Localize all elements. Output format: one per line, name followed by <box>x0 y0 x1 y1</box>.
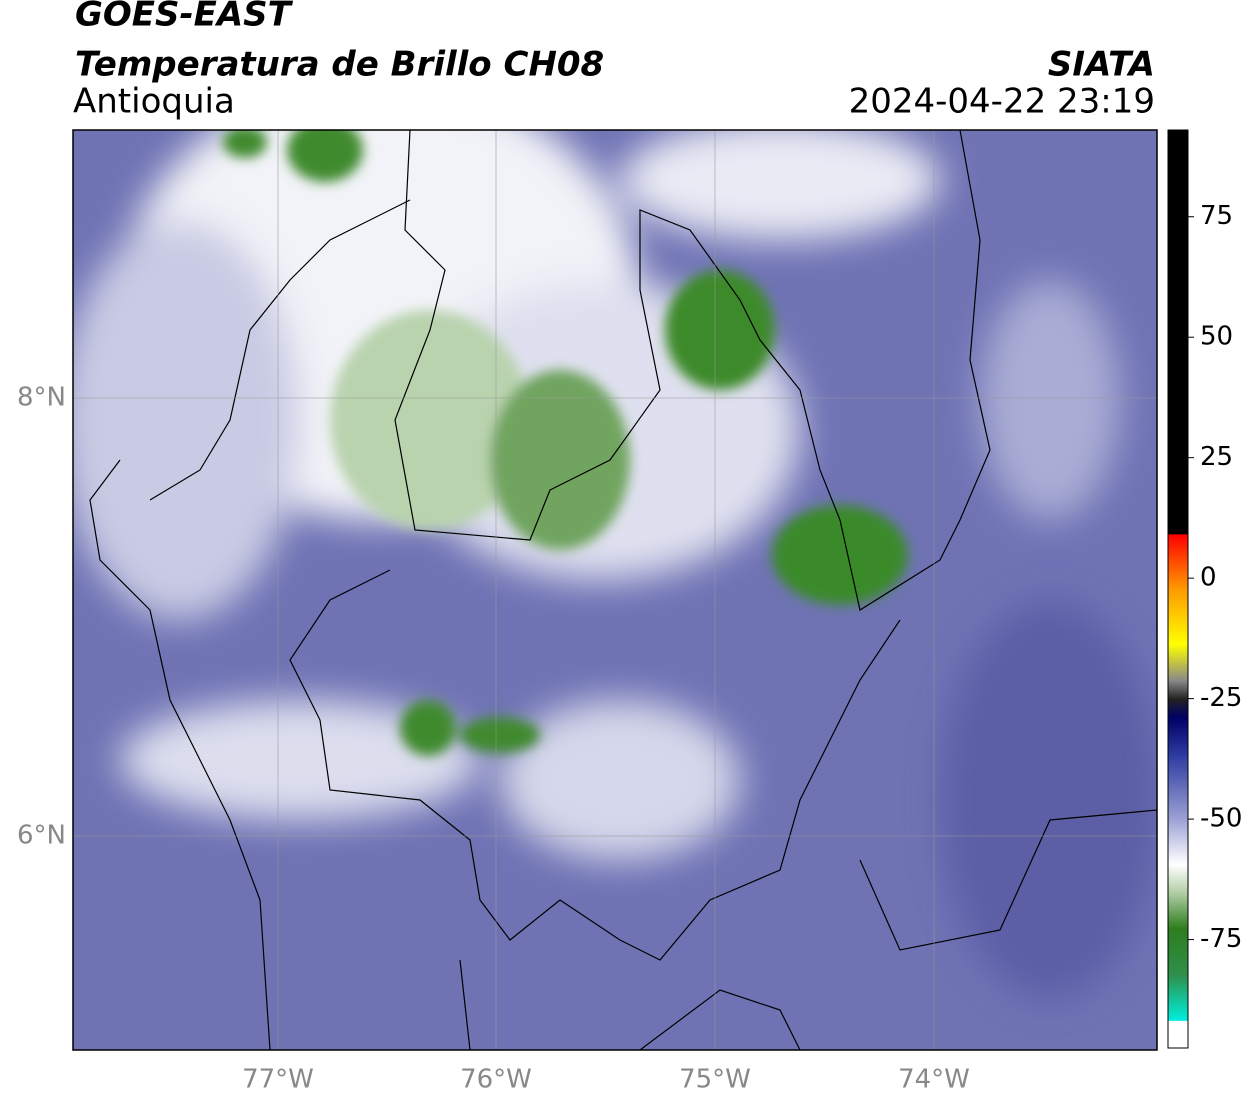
colorbar-tick-label: 0 <box>1200 563 1217 593</box>
lon-label: 77°W <box>242 1065 314 1095</box>
cold-cloud-tops <box>223 130 908 756</box>
source: SIATA <box>1048 45 1155 85</box>
colorbar <box>1167 129 1189 1049</box>
colorbar-tick-label: 50 <box>1200 322 1233 352</box>
timestamp: 2024-04-22 23:19 <box>849 82 1155 122</box>
lat-label: 6°N <box>17 821 66 851</box>
lon-label: 74°W <box>898 1065 970 1095</box>
colorbar-tick-label: -25 <box>1200 683 1242 713</box>
labels: 8°N 6°N 77°W 76°W 75°W 74°W 75 50 25 0 -25 -50 -75 <box>17 201 1242 1094</box>
colorbar-tick-label: -75 <box>1200 924 1242 954</box>
map-image <box>73 130 1157 1050</box>
colorbar-tick-label: -50 <box>1200 804 1242 834</box>
colorbar-tick-label: 25 <box>1200 442 1233 472</box>
colorbar-tick-label: 75 <box>1200 201 1233 231</box>
borders <box>89 130 1157 1050</box>
graticule <box>73 130 1157 1050</box>
title: GOES-EAST <box>75 0 294 35</box>
subtitle: Temperatura de Brillo CH08 <box>75 45 604 85</box>
lon-label: 76°W <box>460 1065 532 1095</box>
region: Antioquia <box>73 82 235 122</box>
lat-label: 8°N <box>17 383 66 413</box>
lon-label: 75°W <box>679 1065 751 1095</box>
map-frame <box>72 129 1158 1051</box>
